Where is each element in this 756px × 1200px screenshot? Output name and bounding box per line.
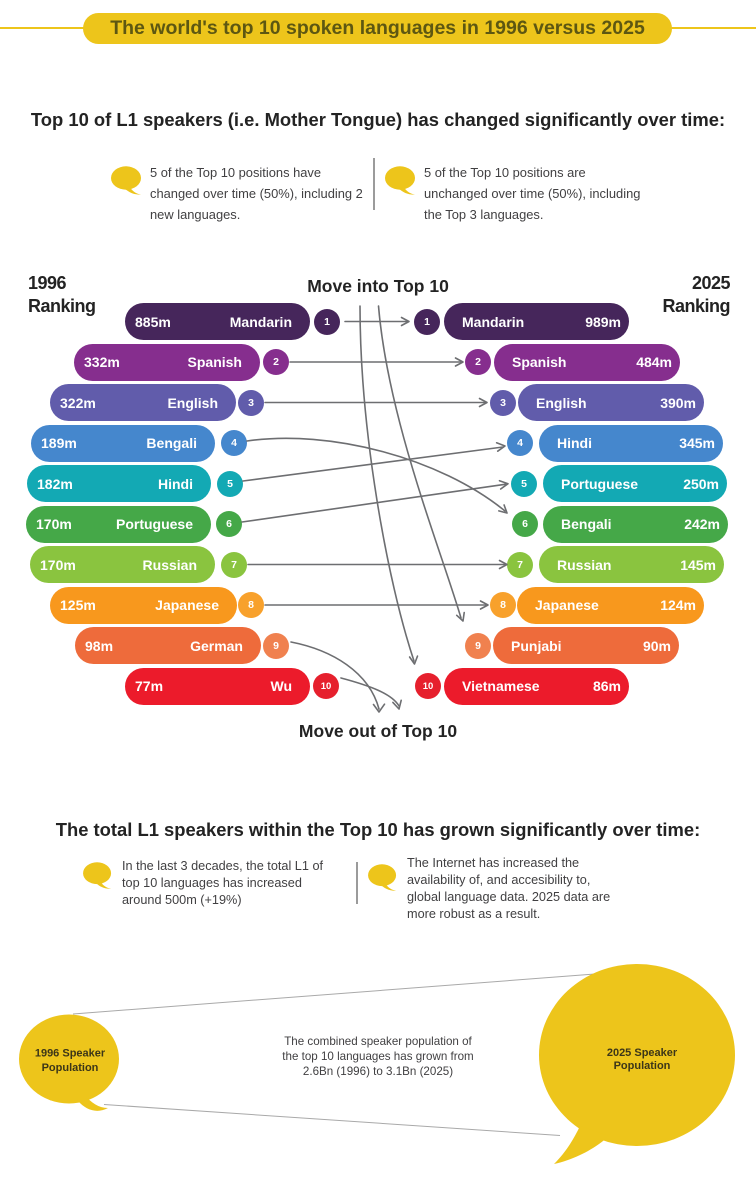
svg-text:Population: Population bbox=[42, 1062, 99, 1074]
svg-text:Population: Population bbox=[614, 1060, 671, 1072]
svg-text:1996 Speaker: 1996 Speaker bbox=[35, 1048, 106, 1060]
svg-text:2025 Speaker: 2025 Speaker bbox=[607, 1047, 678, 1059]
